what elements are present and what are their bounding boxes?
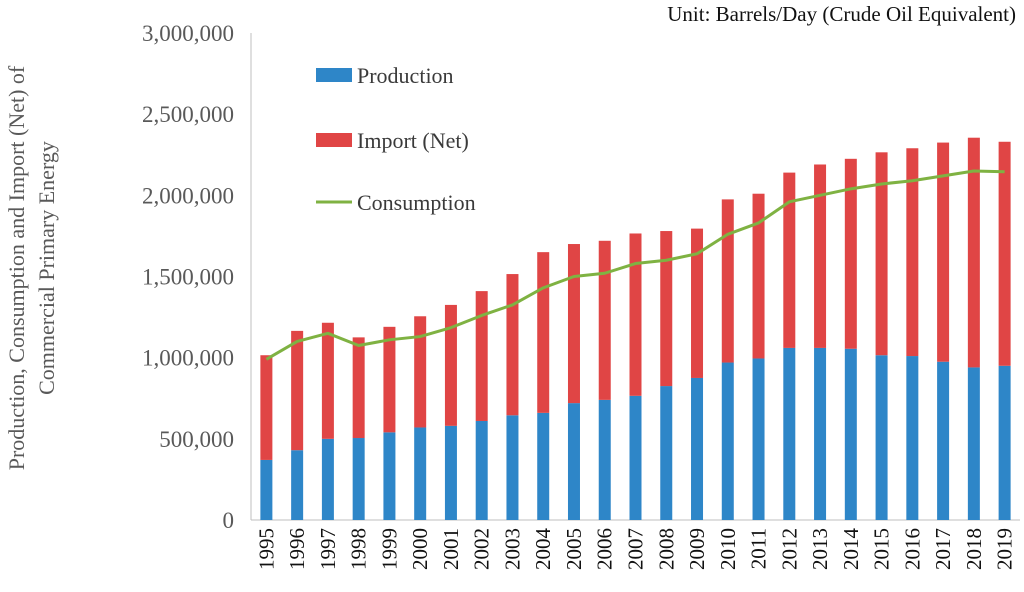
x-tick-label: 2011: [747, 528, 771, 569]
y-tick-label: 2,000,000: [142, 183, 234, 208]
import-net-bar: [629, 233, 642, 396]
y-axis-title-line-2: Commercial Primary Energy: [34, 141, 59, 395]
production-bar: [998, 365, 1011, 520]
import-net-bar: [444, 304, 457, 426]
x-tick-label: 2012: [777, 528, 801, 570]
import-net-bar: [537, 252, 550, 413]
x-axis: 1995 1996 1997 1998 1999 2000 2001 2002 2003 2004…: [251, 519, 1020, 571]
legend-consumption-label: Consumption: [357, 190, 476, 215]
x-tick-label: 2009: [685, 528, 709, 570]
production-bar: [814, 347, 827, 520]
production-bar: [691, 377, 704, 520]
x-tick-label: 2019: [993, 528, 1017, 570]
consumption-line: [265, 169, 1005, 361]
legend-production-label: Production: [357, 63, 454, 88]
import-net-bar: [721, 199, 734, 363]
import-net-bar: [875, 152, 888, 356]
import-net-bar: [814, 164, 827, 348]
production-bar: [937, 361, 950, 520]
production-bar: [291, 450, 304, 520]
x-tick-label: 1997: [316, 528, 340, 570]
production-bar: [967, 367, 980, 520]
import-net-bar: [475, 291, 488, 421]
import-net-bar: [352, 337, 365, 439]
production-bar: [321, 438, 334, 520]
production-bar: [629, 395, 642, 520]
production-bar: [414, 427, 427, 520]
y-tick-label: 0: [223, 508, 235, 533]
legend-import-net-swatch: [316, 133, 352, 147]
import-net-bar: [598, 240, 611, 400]
production-bar: [752, 358, 765, 520]
x-tick-label: 2001: [439, 528, 463, 570]
unit-label: Unit: Barrels/Day (Crude Oil Equivalent): [667, 2, 1016, 26]
production-bar: [260, 459, 273, 520]
production-bar: [844, 348, 857, 520]
x-tick-label: 1996: [285, 528, 309, 570]
import-net-bar: [660, 231, 673, 387]
y-tick-label: 3,000,000: [142, 21, 234, 46]
production-bar: [352, 438, 365, 520]
import-net-bar: [691, 228, 704, 378]
x-tick-label: 2002: [470, 528, 494, 570]
production-bar: [783, 347, 796, 520]
production-bar: [875, 355, 888, 520]
production-bar: [567, 403, 580, 520]
legend: Production Import (Net) Consumption: [316, 63, 476, 215]
production-bar: [383, 432, 396, 520]
import-net-bar: [506, 274, 519, 416]
import-net-bar: [967, 137, 980, 368]
x-tick-label: 1998: [347, 528, 371, 570]
y-tick-label: 2,500,000: [142, 102, 234, 127]
production-bar: [660, 386, 673, 520]
x-tick-label: 2005: [562, 528, 586, 570]
x-tick-label: 2003: [500, 528, 524, 570]
x-tick-label: 2006: [593, 528, 617, 570]
x-tick-label: 2014: [839, 528, 863, 571]
production-bar: [444, 425, 457, 520]
x-tick-label: 2013: [808, 528, 832, 570]
x-tick-label: 1995: [254, 528, 278, 570]
production-bar: [906, 356, 919, 520]
legend-import-net-label: Import (Net): [357, 128, 469, 153]
x-tick-label: 2008: [654, 528, 678, 570]
x-tick-label: 2016: [900, 528, 924, 570]
x-tick-label: 1999: [377, 528, 401, 570]
import-net-bar: [260, 355, 273, 460]
import-net-bar: [414, 316, 427, 428]
import-net-bar: [998, 141, 1011, 366]
x-tick-label: 2018: [962, 528, 986, 570]
import-net-bar: [321, 322, 334, 439]
x-tick-label: 2000: [408, 528, 432, 570]
production-bar: [475, 420, 488, 520]
x-tick-label: 2010: [716, 528, 740, 570]
legend-production-swatch: [316, 68, 352, 82]
import-net-bar: [383, 326, 396, 433]
import-net-bar: [783, 172, 796, 348]
import-net-bar: [752, 193, 765, 359]
y-axis: 0 500,000 1,000,000 1,500,000 2,000,000 2,500…: [142, 21, 252, 533]
y-axis-title-line-1: Production, Consumption and Import (Net)…: [4, 65, 29, 470]
x-tick-label: 2015: [870, 528, 894, 570]
y-tick-label: 500,000: [159, 427, 234, 452]
production-bar: [537, 412, 550, 520]
production-bar: [506, 415, 519, 520]
consumption-line-group: [265, 169, 1005, 361]
y-tick-label: 1,500,000: [142, 265, 234, 290]
y-tick-label: 1,000,000: [142, 346, 234, 371]
import-net-bar: [291, 330, 304, 451]
production-bar: [721, 362, 734, 520]
x-tick-label: 2017: [931, 528, 955, 570]
production-bar: [598, 399, 611, 520]
x-tick-label: 2007: [624, 528, 648, 570]
import-net-bar: [906, 148, 919, 357]
bars: [260, 137, 1011, 520]
x-tick-label: 2004: [531, 528, 555, 571]
import-net-bar: [937, 142, 950, 362]
import-net-bar: [844, 158, 857, 349]
import-net-bar: [567, 244, 580, 404]
